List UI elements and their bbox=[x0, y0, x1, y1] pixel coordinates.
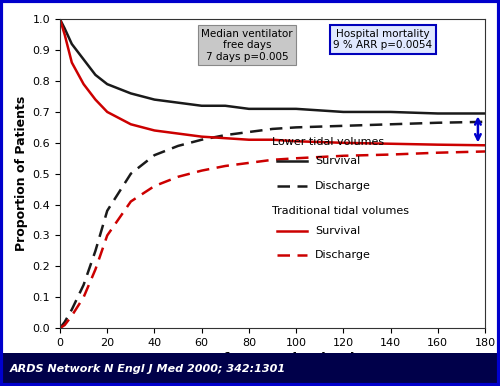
Text: Lower tidal volumes: Lower tidal volumes bbox=[272, 137, 384, 147]
Text: Traditional tidal volumes: Traditional tidal volumes bbox=[272, 206, 409, 216]
Text: ARDS Network N Engl J Med 2000; 342:1301: ARDS Network N Engl J Med 2000; 342:1301 bbox=[10, 364, 286, 374]
X-axis label: Days after Randomization: Days after Randomization bbox=[171, 352, 374, 366]
Text: Discharge: Discharge bbox=[315, 181, 371, 191]
Text: Survival: Survival bbox=[315, 156, 360, 166]
Y-axis label: Proportion of Patients: Proportion of Patients bbox=[16, 96, 28, 251]
Text: Median ventilator
free days
7 days p=0.005: Median ventilator free days 7 days p=0.0… bbox=[201, 29, 293, 62]
Text: Hospital mortality
9 % ARR p=0.0054: Hospital mortality 9 % ARR p=0.0054 bbox=[334, 29, 432, 50]
Text: Discharge: Discharge bbox=[315, 250, 371, 260]
Text: Survival: Survival bbox=[315, 225, 360, 235]
